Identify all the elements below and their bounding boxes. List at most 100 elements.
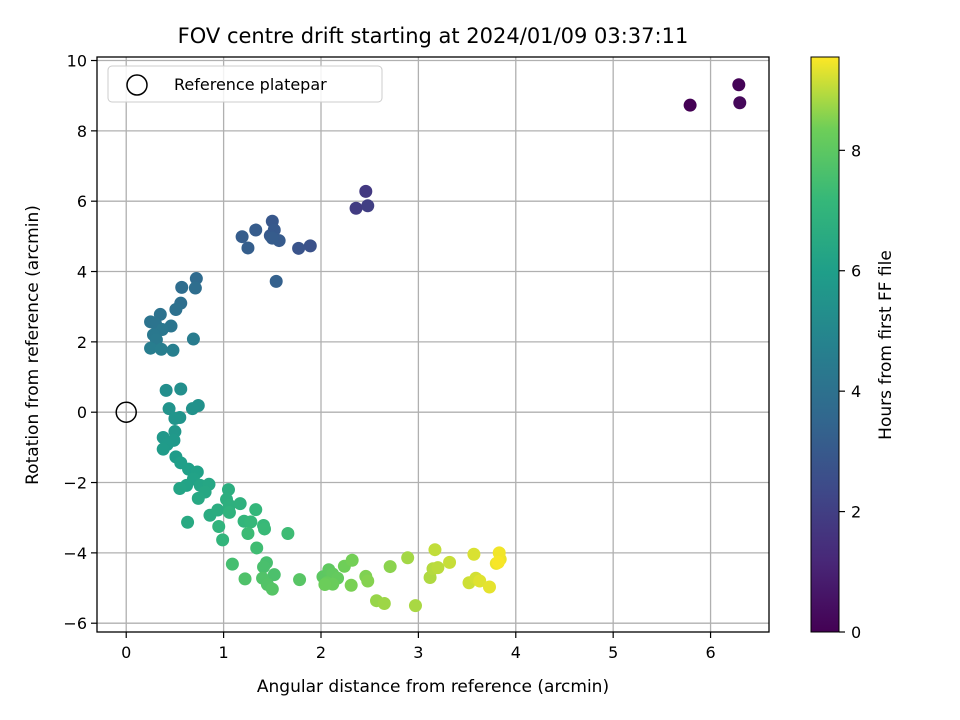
colorbar-tick-label: 6: [851, 262, 861, 281]
legend-reference-marker: [126, 74, 148, 96]
data-point: [443, 555, 457, 569]
data-point: [732, 78, 746, 92]
data-point: [144, 341, 158, 355]
data-point: [235, 230, 249, 244]
x-tick-label: 1: [219, 643, 229, 662]
y-axis-ticks: −6 −4 −2 0 2 4 6 8 10: [63, 52, 97, 633]
data-point: [212, 519, 226, 533]
x-axis-ticks: 0 1 2 3 4 5 6: [121, 632, 716, 662]
data-point: [683, 98, 697, 112]
data-point: [345, 553, 359, 567]
data-point: [265, 231, 279, 245]
y-tick-label: 0: [77, 403, 87, 422]
scatter-points: [144, 78, 747, 613]
data-point: [241, 527, 255, 541]
data-point: [238, 572, 252, 586]
legend-box: [107, 65, 383, 103]
data-point: [408, 599, 422, 613]
reference-marker-layer: [115, 401, 137, 423]
y-tick-label: −2: [63, 474, 87, 493]
x-tick-label: 3: [413, 643, 423, 662]
data-point: [258, 522, 272, 536]
colorbar-label: Hours from first FF file: [876, 250, 896, 440]
y-tick-label: 10: [67, 52, 87, 71]
data-point: [168, 412, 182, 426]
data-point: [249, 223, 263, 237]
data-point: [401, 551, 415, 565]
colorbar-gradient: [810, 56, 840, 633]
colorbar-tick-label: 4: [851, 382, 861, 401]
data-point: [318, 578, 332, 592]
reference-platepar-marker: [115, 401, 137, 423]
colorbar-ticks: 0 2 4 6 8: [839, 141, 861, 642]
plot-frame: [96, 56, 770, 633]
data-point: [303, 239, 317, 253]
data-point: [189, 272, 203, 286]
data-point: [492, 546, 506, 560]
grid-lines: [97, 57, 769, 632]
data-point: [222, 505, 236, 519]
data-point: [267, 568, 281, 582]
data-point: [159, 383, 173, 397]
legend-reference-label: Reference platepar: [174, 75, 327, 94]
data-point: [428, 543, 442, 557]
data-point: [292, 241, 306, 255]
data-point: [361, 574, 375, 588]
y-tick-label: 2: [77, 333, 87, 352]
data-point: [241, 241, 255, 255]
data-point: [174, 382, 188, 396]
data-point: [188, 281, 202, 295]
x-axis-label: Angular distance from reference (arcmin): [257, 677, 609, 697]
data-point: [225, 557, 239, 571]
data-point: [293, 573, 307, 587]
chart-title: FOV centre drift starting at 2024/01/09 …: [178, 24, 689, 48]
data-point: [173, 482, 187, 496]
data-point: [257, 560, 271, 574]
y-tick-label: 6: [77, 192, 87, 211]
data-point: [361, 199, 375, 213]
x-tick-label: 4: [511, 643, 521, 662]
data-point: [733, 96, 747, 110]
y-tick-label: −4: [63, 544, 87, 563]
data-point: [281, 527, 295, 541]
data-point: [175, 280, 189, 294]
y-tick-label: −6: [63, 614, 87, 633]
data-point: [269, 274, 283, 288]
data-point: [359, 184, 373, 198]
data-point: [181, 515, 195, 529]
colorbar-tick-label: 0: [851, 623, 861, 642]
data-point: [191, 491, 205, 505]
data-point: [377, 597, 391, 611]
data-point: [431, 561, 445, 575]
legend: Reference platepar: [107, 65, 383, 103]
data-point: [265, 582, 279, 596]
data-point: [473, 574, 487, 588]
data-point: [185, 402, 199, 416]
data-point: [244, 515, 258, 529]
colorbar-tick-label: 8: [851, 141, 861, 160]
x-tick-label: 6: [705, 643, 715, 662]
data-point: [233, 497, 247, 511]
data-point: [467, 547, 481, 561]
data-point: [211, 503, 225, 517]
y-axis-label: Rotation from reference (arcmin): [23, 205, 43, 485]
data-point: [216, 533, 230, 547]
data-point: [482, 580, 496, 594]
data-point: [349, 201, 363, 215]
y-tick-label: 4: [77, 263, 87, 282]
data-point: [491, 555, 505, 569]
data-point: [383, 560, 397, 574]
data-point: [154, 342, 168, 356]
x-tick-label: 0: [121, 643, 131, 662]
data-point: [156, 442, 170, 456]
y-tick-label: 8: [77, 122, 87, 141]
colorbar-tick-label: 2: [851, 503, 861, 522]
data-point: [169, 303, 183, 317]
x-tick-label: 2: [316, 643, 326, 662]
data-point: [186, 332, 200, 346]
data-point: [249, 503, 263, 517]
colorbar: 0 2 4 6 8 Hours from first FF file: [810, 56, 896, 642]
x-tick-label: 5: [608, 643, 618, 662]
data-point: [221, 483, 235, 497]
